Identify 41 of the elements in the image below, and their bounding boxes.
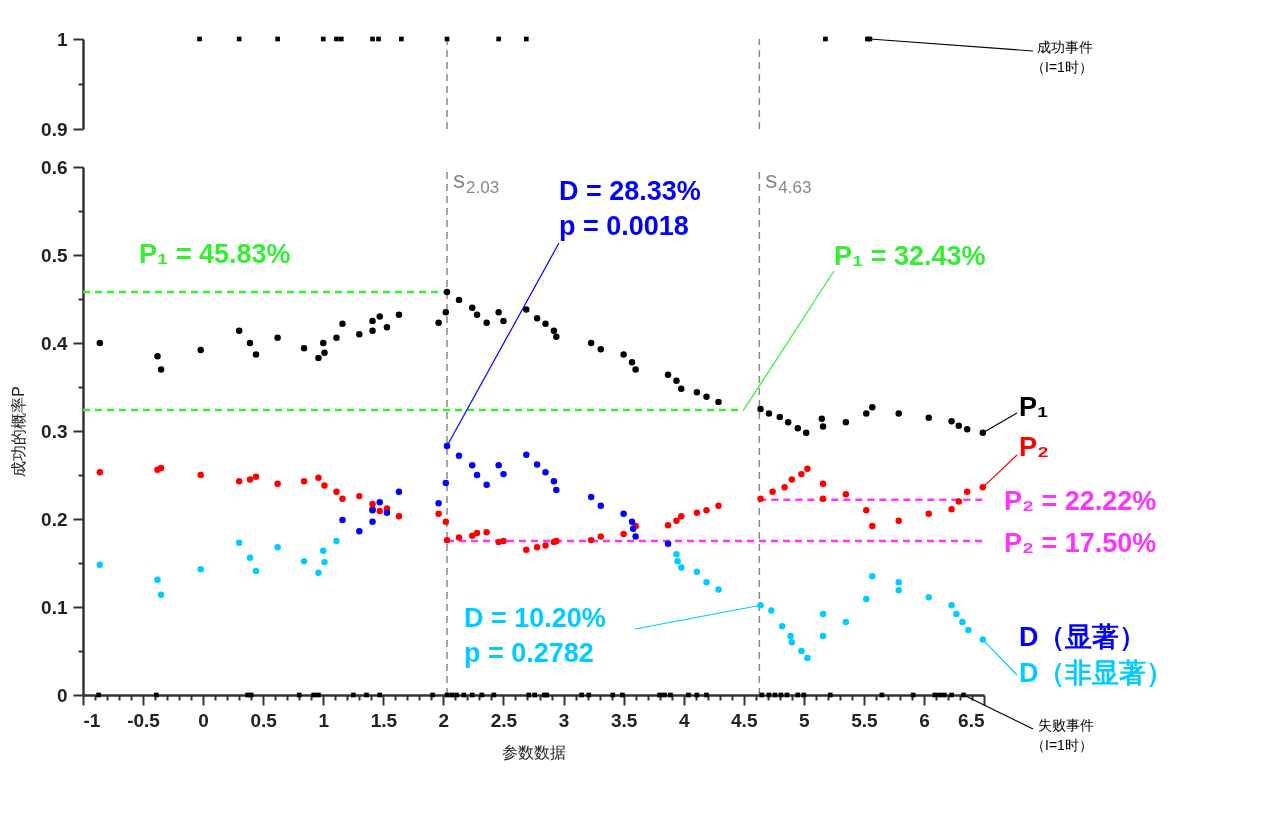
text: D（显著） (1019, 622, 1147, 652)
x-tick-label: 3.5 (610, 709, 638, 731)
y-tick-label: 0.1 (41, 596, 68, 618)
x-tick-label: 1 (318, 709, 330, 731)
legend-label: D（非显著） (1019, 658, 1174, 688)
annotation: 失败事件 (1038, 717, 1094, 733)
x-tick-label: 0.5 (250, 709, 278, 731)
y-tick-label: 1 (56, 28, 68, 50)
annotation: 成功事件 (1037, 39, 1093, 55)
series-label: P₂ (1019, 432, 1050, 462)
annotation: D = 28.33% p = 0.0018 (559, 176, 701, 242)
x-tick-label: 6.5 (958, 709, 985, 731)
text: （I=1时） (1031, 59, 1093, 75)
x-tick-label: 0 (198, 709, 209, 731)
x-tick-label: 5.5 (851, 709, 878, 731)
annotation: D = 10.20% p = 0.2782 (464, 603, 606, 669)
x-tick-label: 4.5 (731, 709, 758, 731)
y-tick-label: 0.6 (41, 156, 68, 178)
x-tick-label: -1 (83, 709, 101, 731)
annotation: P₁ = 45.83% (139, 239, 291, 269)
y-axis-title: 成功的概率P (10, 386, 28, 477)
text: P₂ = 22.22% (1004, 486, 1157, 516)
x-tick-label: 5 (799, 709, 811, 731)
text: （I=1时） (1031, 737, 1093, 753)
y-tick-label: 0.9 (41, 118, 68, 140)
y-tick-label: 0.2 (41, 508, 68, 530)
y-tick-label: 0.3 (41, 420, 68, 442)
y-tick-label: 0.5 (41, 244, 68, 266)
x-tick-label: -0.5 (127, 709, 161, 731)
x-tick-label: 2 (438, 709, 450, 731)
x-tick-label: 4 (678, 709, 690, 731)
x-tick-label: 1.5 (370, 709, 398, 731)
y-tick-label: 0.4 (41, 332, 68, 354)
y-tick-label: 0 (56, 684, 68, 706)
x-tick-label: 2.5 (490, 709, 518, 731)
text: P₂ = 17.50% (1004, 528, 1157, 558)
x-tick-label: 6 (919, 709, 930, 731)
x-tick-label: 3 (558, 709, 570, 731)
legend-label: P₁ (1019, 392, 1049, 422)
x-axis-title: 参数数据 (502, 743, 566, 761)
annotation: P₁ = 32.43% (834, 241, 986, 271)
